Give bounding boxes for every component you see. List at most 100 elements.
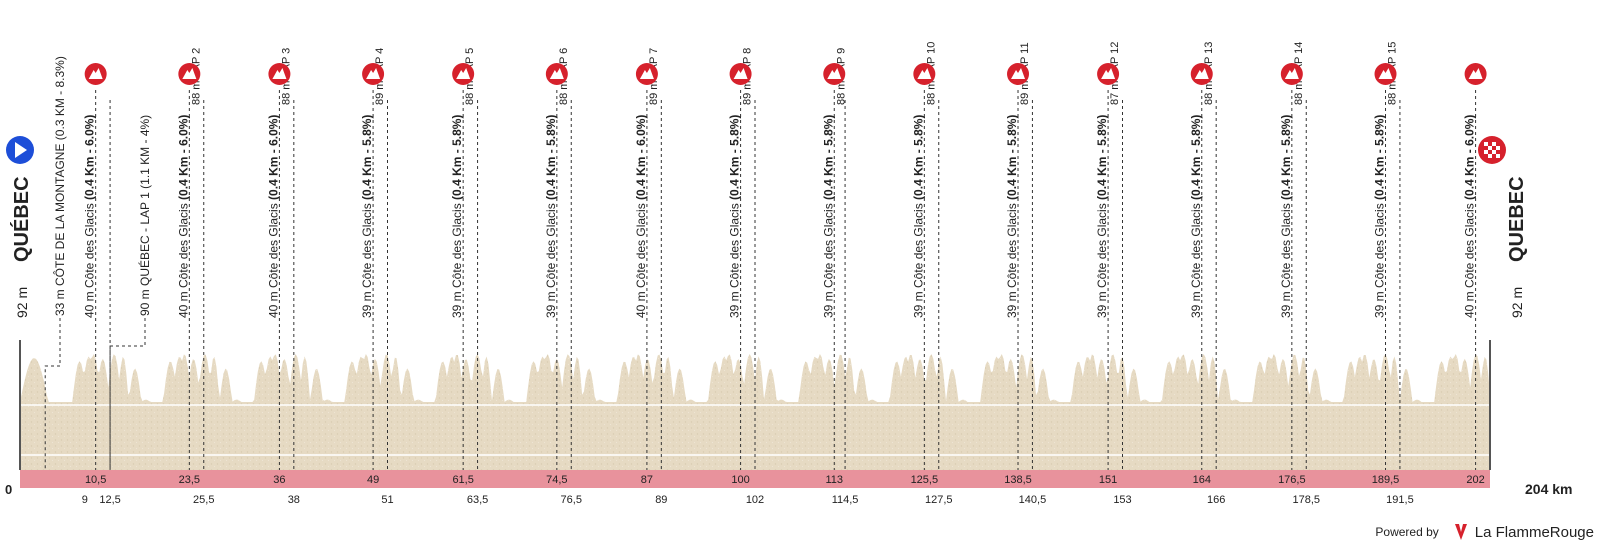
checkered-flag-icon [1496,146,1500,150]
climb-label: 40 m Côte des Glacis (0.4 Km - 6.0%) [266,115,280,318]
climb-label-text: 40 m Côte des Glacis [634,200,648,318]
mountain-icon [917,68,932,79]
km-lower-label: 76,5 [561,494,582,506]
brand-name: La FlammeRouge [1474,523,1594,541]
checkered-flag-icon [1484,150,1488,154]
km-upper-label: 138,5 [1004,474,1032,486]
km-lower-label: 127,5 [925,494,953,506]
climb-label: 39 m Côte des Glacis (0.4 Km - 5.8%) [1005,115,1019,318]
km-lower-label: 89 [655,494,667,506]
climb-label-detail: (0.4 Km - 5.8%) [1095,115,1109,200]
km-upper-label: 125,5 [911,474,939,486]
climb-label: 39 m Côte des Glacis (0.4 Km - 5.8%) [1279,115,1293,318]
checkered-flag-icon [1488,146,1492,150]
climb-label-detail: (0.4 Km - 5.8%) [1279,115,1293,200]
climb-label-detail: (0.4 Km - 5.8%) [1373,115,1387,200]
checkered-flag-icon [1492,142,1496,146]
km-lower-label: 51 [381,494,393,506]
climb-label-text: 39 m Côte des Glacis [728,200,742,318]
km-upper-label: 176,5 [1278,474,1306,486]
climb-label-text: 40 m Côte des Glacis [83,200,97,318]
km-band-bar [20,470,1490,488]
climb-label-text: 39 m Côte des Glacis [450,200,464,318]
climb-labels: 33 m CÔTE DE LA MONTAGNE (0.3 KM - 8.3%)… [52,42,1477,318]
km-upper-label: 61,5 [452,474,473,486]
km-lower-label: 140,5 [1019,494,1047,506]
mountain-icon [1284,68,1299,79]
climb-label: 39 m Côte des Glacis (0.4 Km - 5.8%) [728,115,742,318]
mountain-icon [549,68,564,79]
climb-label-text: 39 m Côte des Glacis [544,200,558,318]
mountain-icon [182,68,197,79]
climb-label-text: 40 m Côte des Glacis [266,200,280,318]
km-band: 10,5 23,5 36 49 61,5 74,5 87 100 113 125,5 138,5 15… [20,470,1490,506]
mountain-icon [733,68,748,79]
climb-label-detail: (0.4 Km - 5.8%) [821,115,835,200]
mountain-icon [1011,68,1026,79]
mountain-icon [456,68,471,79]
checkered-flag-icon [1488,154,1492,158]
play-icon [15,142,27,158]
km-upper-label: 202 [1466,474,1484,486]
climb-label-detail: (0.4 Km - 5.8%) [1005,115,1019,200]
climb-label-text: 33 m CÔTE DE LA MONTAGNE (0.3 KM - 8.3%) [52,56,67,316]
start-name: QUÉBEC [10,176,33,262]
zero-km-label: 0 [5,482,12,497]
climb-label-text: 40 m Côte des Glacis [1463,200,1477,318]
climb-label-detail: (0.4 Km - 5.8%) [911,115,925,200]
climb-label-detail: (0.4 Km - 6.0%) [634,115,648,200]
mountain-icon [272,68,287,79]
climb-label-detail: (0.4 Km - 5.8%) [1189,115,1203,200]
climb-label-text: 39 m Côte des Glacis [821,200,835,318]
km-lower-label: 63,5 [467,494,488,506]
flamme-rouge-logo-icon [1454,524,1467,540]
climb-label: 39 m Côte des Glacis (0.4 Km - 5.8%) [1095,115,1109,318]
climb-label: 39 m Côte des Glacis (0.4 Km - 5.8%) [544,115,558,318]
climb-label-detail: (0.4 Km - 6.0%) [176,115,190,200]
marker-line [109,318,146,470]
climb-label-detail: (0.4 Km - 6.0%) [266,115,280,200]
climb-label: 39 m Côte des Glacis (0.4 Km - 5.8%) [911,115,925,318]
marker-line [44,318,61,470]
km-upper-label: 10,5 [85,474,106,486]
climb-label: 39 m Côte des Glacis (0.4 Km - 5.8%) [821,115,835,318]
km-upper-label: 23,5 [179,474,200,486]
climb-label-detail: (0.4 Km - 5.8%) [728,115,742,200]
km-upper-label: 151 [1099,474,1117,486]
finish-elevation: 92 m [1509,287,1525,318]
climb-label-detail: (0.4 Km - 5.8%) [360,115,374,200]
climb-label-text: 39 m Côte des Glacis [1189,200,1203,318]
climb-label-detail: (0.4 Km - 6.0%) [83,115,97,200]
total-distance: 204 km [1525,481,1572,497]
mountain-icon [639,68,654,79]
km-lower-label: 38 [288,494,300,506]
km-upper-label: 164 [1193,474,1211,486]
climb-label: 40 m Côte des Glacis (0.4 Km - 6.0%) [1463,115,1477,318]
climb-label-text: 39 m Côte des Glacis [360,200,374,318]
km-upper-label: 87 [641,474,653,486]
mountain-icon [1101,68,1116,79]
km-upper-label: 113 [825,474,843,486]
climb-label: 90 m QUÉBEC - LAP 1 (1.1 KM - 4%) [137,115,152,316]
km-lower-label: 102 [746,494,764,506]
km-lower-label: 178,5 [1292,494,1320,506]
climb-label: 39 m Côte des Glacis (0.4 Km - 5.8%) [450,115,464,318]
mountain-icon [88,68,103,79]
km-upper-label: 74,5 [546,474,567,486]
mountain-icon [1468,68,1483,79]
climb-label-detail: (0.4 Km - 6.0%) [1463,115,1477,200]
marker-icons [6,63,1506,164]
km-upper-label: 189,5 [1372,474,1400,486]
mountain-icon [827,68,842,79]
marker-lines [44,90,1477,470]
climb-label-text: 39 m Côte des Glacis [1373,200,1387,318]
climb-label: 39 m Côte des Glacis (0.4 Km - 5.8%) [1189,115,1203,318]
climb-label: 40 m Côte des Glacis (0.4 Km - 6.0%) [634,115,648,318]
km-lower-label: 114,5 [832,494,859,506]
climb-label: 39 m Côte des Glacis (0.4 Km - 5.8%) [360,115,374,318]
km-lower-label: 153 [1113,494,1131,506]
climb-label-detail: (0.4 Km - 5.8%) [544,115,558,200]
km-lower-label: 9 [82,494,88,506]
km-lower-label: 25,5 [193,494,214,506]
